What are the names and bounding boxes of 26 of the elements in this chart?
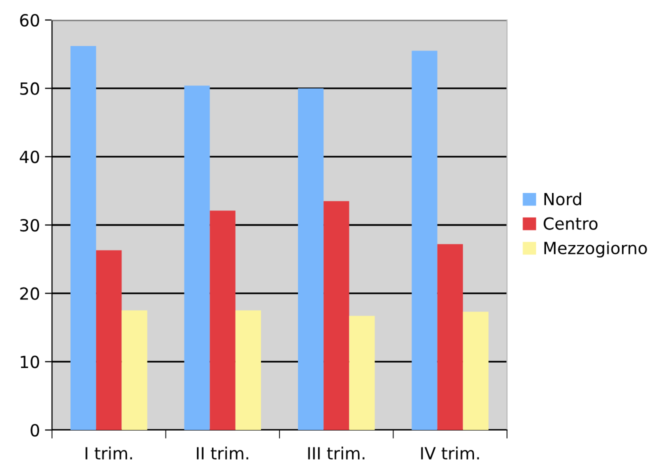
bar <box>210 210 236 430</box>
bar <box>324 201 350 430</box>
legend-label: Centro <box>544 217 598 230</box>
x-tick-label: I trim. <box>86 446 132 460</box>
bar <box>349 316 375 430</box>
y-tick-label: 0 <box>30 424 40 437</box>
legend-label: Mezzogiorno <box>544 241 647 258</box>
bar <box>462 312 489 430</box>
y-tick-label: 50 <box>20 82 40 95</box>
x-tick-label: II trim. <box>196 446 248 460</box>
legend-label: Nord <box>544 192 582 206</box>
y-tick-label: 60 <box>20 14 40 27</box>
bar <box>96 250 122 430</box>
y-tick-label: 10 <box>20 356 40 368</box>
bar <box>412 50 438 430</box>
y-tick-label: 30 <box>20 218 40 232</box>
bar <box>70 46 96 430</box>
y-tick-label: 40 <box>20 150 40 164</box>
bar <box>298 88 324 430</box>
bar <box>235 310 262 430</box>
bar <box>437 244 463 430</box>
bar <box>122 310 148 430</box>
bar <box>184 86 210 430</box>
x-tick-label: IV trim. <box>421 446 479 460</box>
y-tick-label: 20 <box>20 287 40 300</box>
x-tick-label: III trim. <box>308 446 364 460</box>
